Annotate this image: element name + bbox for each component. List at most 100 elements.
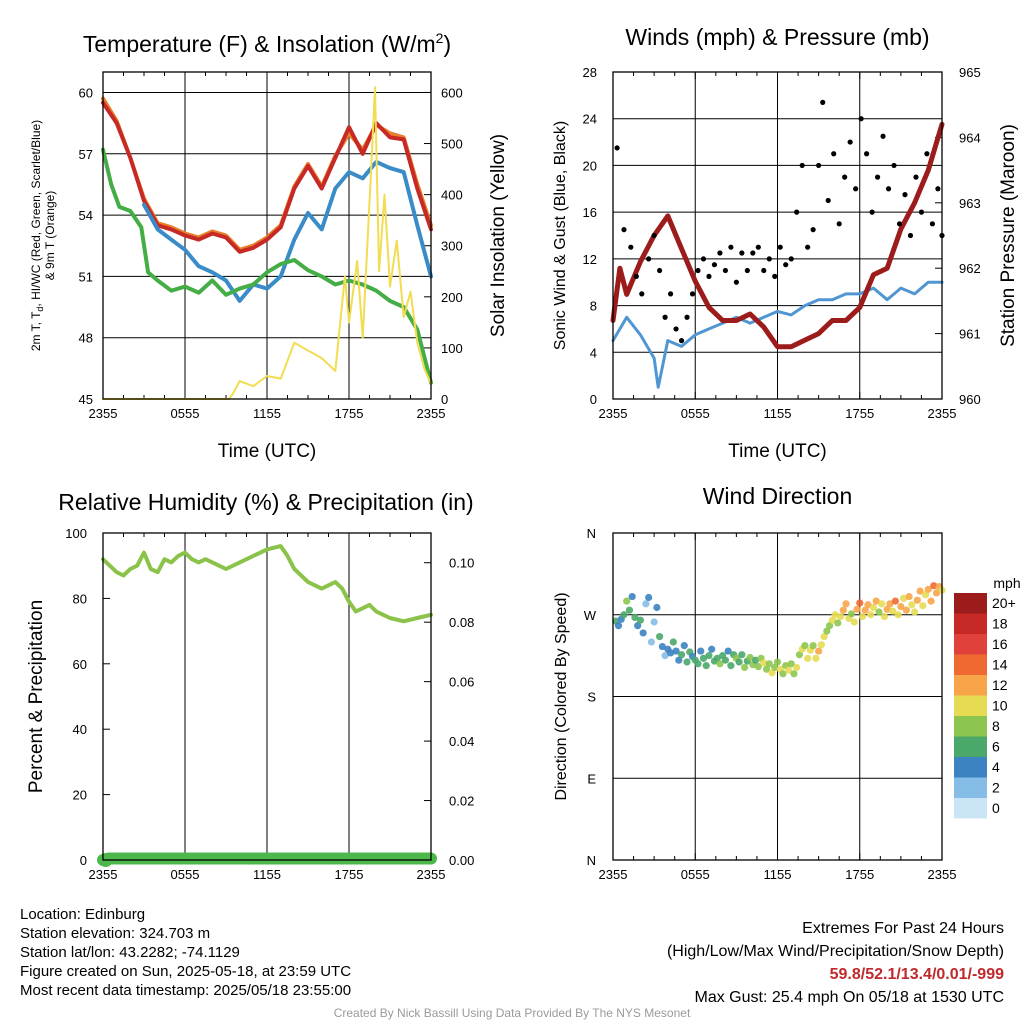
dir-point [765, 660, 773, 668]
temp-x-tick-label: 2355 [417, 406, 446, 421]
dir-point [850, 618, 858, 626]
dir-point [721, 656, 730, 664]
dir-point [650, 618, 658, 626]
dir-y-label: Direction (Colored By Speed) [553, 592, 570, 800]
dir-y-tick-label: E [587, 771, 596, 786]
dir-point [880, 612, 889, 621]
wind-y-tick-label: 20 [583, 158, 597, 173]
temp-y-label: 2m T, Td, HI/WC (Red, Green, Scarlet/Blu… [29, 120, 45, 351]
rh-y2-tick-label: 0.10 [449, 556, 474, 571]
dir-point [828, 616, 836, 624]
wind-gust-point [869, 209, 875, 215]
dir-point [754, 662, 762, 671]
wind-gust-point [847, 139, 853, 145]
dir-point [891, 597, 899, 605]
dir-point [795, 651, 804, 659]
rh-y-tick-label: 80 [73, 591, 87, 606]
temp-title: Temperature (F) & Insolation (W/m2) [83, 30, 451, 57]
wind-y-tick-label: 24 [583, 112, 597, 127]
temp-x-tick-label: 1155 [253, 406, 281, 421]
speed-legend-label: 18 [992, 616, 1008, 632]
dir-point [853, 605, 861, 613]
wind-gust-point [667, 291, 674, 297]
temp-y-tick-label: 51 [79, 269, 93, 284]
dir-point [628, 592, 636, 601]
speed-legend-label: 8 [992, 718, 1000, 734]
wind-gust-point [896, 221, 903, 227]
dir-point [779, 670, 787, 678]
wind-gust-point [673, 326, 679, 332]
temp-y2-tick-label: 600 [441, 85, 463, 100]
dir-point [639, 629, 647, 637]
speed-legend-swatch [954, 634, 987, 655]
dir-point [642, 600, 650, 608]
credit-line: Created By Nick Bassill Using Data Provi… [333, 1006, 691, 1020]
wind-y-tick-label: 4 [590, 345, 597, 360]
wind-gust-point [924, 151, 930, 157]
speed-legend-label: 20+ [992, 595, 1016, 611]
temp-x-tick-label: 0555 [171, 406, 200, 421]
wind-gust-point [700, 256, 707, 262]
wind-y2-tick-label: 964 [959, 130, 981, 145]
wind-x-label: Time (UTC) [728, 441, 827, 462]
speed-legend-swatch [954, 654, 987, 675]
dir-point [801, 642, 809, 650]
rh-x-tick-label: 2355 [417, 867, 446, 882]
wind-gust-point [651, 232, 657, 239]
wind-series-1 [610, 121, 945, 350]
wind-gust-point [678, 338, 685, 344]
dir-point [699, 654, 708, 662]
dir-point [930, 582, 938, 590]
dir-point [741, 663, 749, 672]
temp-x-label: Time (UTC) [218, 441, 317, 462]
temp-y-tick-label: 57 [79, 147, 93, 162]
dir-point [735, 658, 743, 666]
dir-point [924, 585, 932, 593]
dir-point [658, 642, 666, 651]
dir-point [672, 647, 680, 655]
wind-gust-point [929, 221, 936, 227]
wind-gust-point [913, 174, 919, 180]
wind-gust-point [777, 244, 783, 250]
dir-point [823, 627, 831, 635]
dir-point [634, 622, 642, 630]
dir-point [932, 589, 941, 597]
dir-point [872, 597, 880, 605]
extremes-values: 59.8/52.1/13.4/0.01/-999 [829, 966, 1004, 983]
dir-point [697, 647, 705, 655]
wind-gust-point [907, 232, 914, 239]
wind-x-tick-label: 1755 [845, 406, 874, 421]
max-gust: Max Gust: 25.4 mph On 05/18 at 1530 UTC [694, 989, 1005, 1006]
dir-point [908, 601, 916, 609]
rh-x-tick-label: 0555 [171, 867, 200, 882]
dir-point [653, 603, 661, 612]
wind-series-0 [611, 280, 944, 389]
dir-point [878, 600, 886, 608]
dir-frame [612, 532, 943, 861]
wind-gust-point [695, 267, 701, 274]
dir-x-tick-label: 2355 [599, 867, 628, 882]
temp-y-tick-label: 48 [79, 331, 93, 346]
wind-gust-point [633, 273, 639, 279]
dir-point [919, 602, 927, 610]
dir-point [905, 592, 913, 601]
wind-y2-tick-label: 960 [959, 392, 981, 407]
dir-point [836, 612, 845, 621]
dir-point [847, 610, 856, 618]
dir-point [793, 663, 801, 672]
station-elevation: Station elevation: 324.703 m [20, 925, 211, 942]
temp-y2-tick-label: 100 [441, 341, 463, 356]
wind-gust-point [772, 273, 778, 279]
wind-gust-point [657, 267, 663, 274]
temp-x-tick-label: 2355 [89, 406, 118, 421]
speed-legend-swatch [954, 675, 987, 696]
dir-point [620, 611, 628, 619]
temp-series-3 [101, 147, 433, 385]
dir-point [809, 642, 817, 650]
dir-point [666, 649, 675, 657]
speed-legend-label: 12 [992, 677, 1008, 693]
wind-y2-tick-label: 961 [959, 327, 981, 342]
dir-point [858, 612, 867, 621]
station-info: Location: Edinburg Station elevation: 32… [20, 905, 351, 1000]
wind-gust-point [864, 151, 870, 157]
